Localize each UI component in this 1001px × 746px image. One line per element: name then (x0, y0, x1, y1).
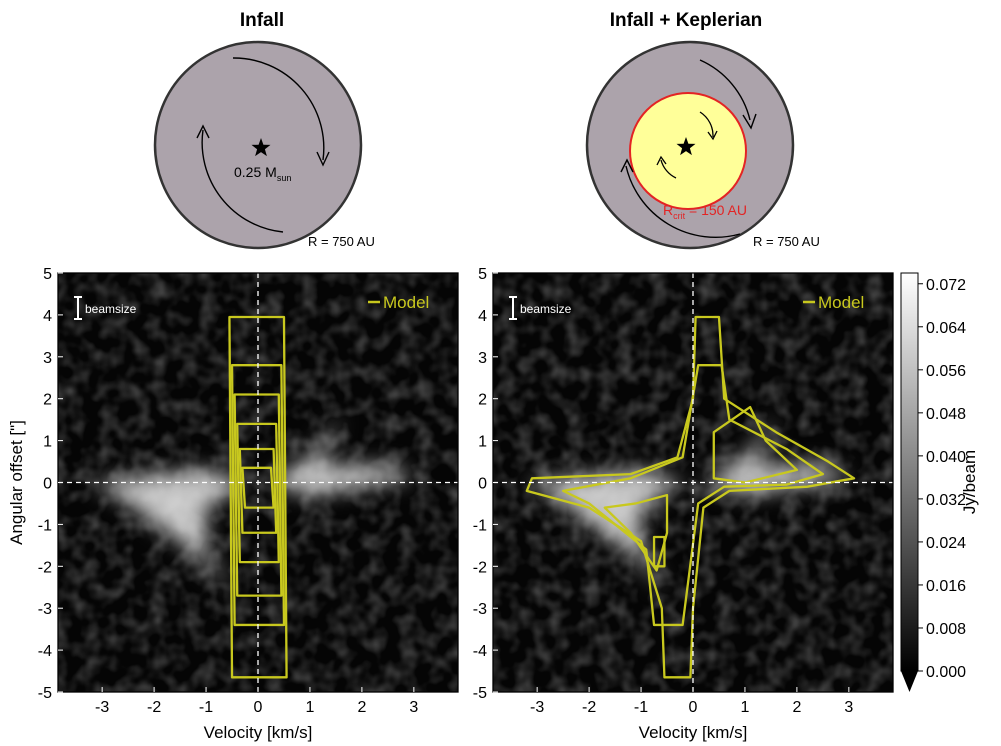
pv-panel-infall: beamsize Model -3 -2 -1 0 1 2 3 -5 -4 -3 -2 -1 0 1 2 3 4 5 V… (7, 266, 459, 742)
kepler-radius-label: R = 750 AU (753, 234, 820, 249)
emission-lobe (91, 469, 248, 592)
colorbar-tick-label: 0.056 (926, 363, 966, 380)
y-tick-label: 3 (478, 350, 487, 367)
model-contour (228, 315, 288, 679)
model-contour (603, 493, 669, 572)
y-tick-label: 2 (43, 392, 52, 409)
x-tick-label: 1 (740, 699, 749, 716)
x-tick-label: -3 (95, 699, 109, 716)
legend-label: Model (383, 293, 429, 312)
model-contour (233, 393, 283, 597)
y-tick-label: 4 (43, 308, 52, 325)
x-tick-label: 1 (305, 699, 314, 716)
colorbar-gradient (900, 272, 919, 672)
arrowhead-icon (316, 151, 330, 167)
x-axis-label: Velocity [km/s] (639, 723, 748, 742)
heatmap-image (58, 273, 458, 692)
colorbar-tick-label: 0.048 (926, 406, 966, 423)
y-tick-label: -2 (473, 559, 487, 576)
beamsize-label: beamsize (85, 302, 137, 316)
x-tick-label: -2 (582, 699, 596, 716)
arrowhead-icon (620, 158, 634, 173)
star-icon (676, 137, 696, 156)
infall-radius-label: R = 750 AU (308, 234, 375, 249)
colorbar-tick-label: 0.000 (926, 664, 966, 681)
infall-arrow-path (232, 57, 325, 161)
arrowhead-icon (656, 155, 667, 166)
colorbar-tick-label: 0.016 (926, 578, 966, 595)
model-contour (236, 422, 280, 564)
model-contour (238, 447, 278, 534)
x-axis-label: Velocity [km/s] (204, 723, 313, 742)
y-tick-label: 2 (478, 392, 487, 409)
colorbar-tick-label: 0.064 (926, 320, 966, 337)
y-tick-label: 0 (43, 476, 52, 493)
star-icon (251, 138, 271, 157)
infall-schematic: Infall 0.25 Msun R = 750 AU (153, 10, 375, 250)
y-tick-label: 5 (478, 266, 487, 283)
colorbar-tick-label: 0.040 (926, 449, 966, 466)
model-contour (652, 535, 666, 568)
x-tick-label: 0 (689, 699, 698, 716)
x-tick-label: 3 (409, 699, 418, 716)
x-tick-label: -2 (147, 699, 161, 716)
kepler-inner-arrow (660, 159, 677, 179)
y-tick-label: 5 (43, 266, 52, 283)
x-tick-label: -3 (530, 699, 544, 716)
y-tick-label: -4 (38, 643, 52, 660)
model-contour (230, 364, 286, 627)
model-contour (561, 364, 825, 627)
x-tick-label: 0 (254, 699, 263, 716)
pv-panel-kepler: beamsize Model -3 -2 -1 0 1 2 3 -5 -4 -3 -2 -1 0 1 2 3 4 5 V… (473, 266, 894, 742)
y-tick-label: 1 (43, 434, 52, 451)
y-tick-label: -1 (473, 517, 487, 534)
star-mass-label: 0.25 Msun (234, 164, 291, 183)
model-contour (525, 315, 856, 679)
y-tick-label: -1 (38, 517, 52, 534)
model-contour (241, 466, 275, 509)
model-contour (712, 405, 799, 484)
y-tick-label: -2 (38, 559, 52, 576)
colorbar-tick-label: 0.072 (926, 277, 966, 294)
y-tick-label: -3 (473, 601, 487, 618)
y-axis-label: Angular offset ["] (7, 420, 26, 545)
kepler-inner-arrow (699, 111, 714, 138)
infall-title: Infall (240, 10, 284, 31)
colorbar-tick-label: 0.024 (926, 535, 966, 552)
y-tick-label: 3 (43, 350, 52, 367)
x-tick-label: -1 (199, 699, 213, 716)
arrowhead-icon (196, 124, 210, 139)
rcrit-label: Rcrit = 150 AU (663, 202, 747, 221)
colorbar-label: Jy/beam (960, 450, 979, 514)
y-tick-label: -3 (38, 601, 52, 618)
arrowhead-icon (742, 113, 757, 130)
colorbar-tick-label: 0.008 (926, 621, 966, 638)
y-tick-label: -5 (473, 685, 487, 702)
colorbar-extend-icon (901, 671, 918, 692)
legend-label: Model (818, 293, 864, 312)
arrowhead-icon (707, 130, 718, 141)
y-tick-label: 1 (478, 434, 487, 451)
x-tick-label: 2 (357, 699, 366, 716)
colorbar: Jy/beam 0.000 0.008 0.016 0.024 0.032 0.040 0.… (900, 272, 979, 692)
emission-lobe (703, 415, 849, 496)
emission (91, 415, 414, 592)
colorbar-tick-label: 0.032 (926, 492, 966, 509)
beamsize-label: beamsize (520, 302, 572, 316)
kepler-schematic: Infall + Keplerian Rcrit = 150 AU R = 75… (585, 10, 820, 250)
emission-lobe (268, 415, 414, 496)
kepler-arrow-path (625, 165, 741, 238)
y-tick-label: 0 (478, 476, 487, 493)
y-tick-label: 4 (478, 308, 487, 325)
kepler-title: Infall + Keplerian (610, 10, 763, 31)
x-tick-label: -1 (634, 699, 648, 716)
infall-arrow-path (201, 129, 284, 233)
y-tick-label: -5 (38, 685, 52, 702)
x-tick-label: 3 (844, 699, 853, 716)
heatmap-image (493, 273, 893, 692)
x-tick-label: 2 (792, 699, 801, 716)
y-tick-label: -4 (473, 643, 487, 660)
kepler-arrow-path (699, 59, 751, 121)
